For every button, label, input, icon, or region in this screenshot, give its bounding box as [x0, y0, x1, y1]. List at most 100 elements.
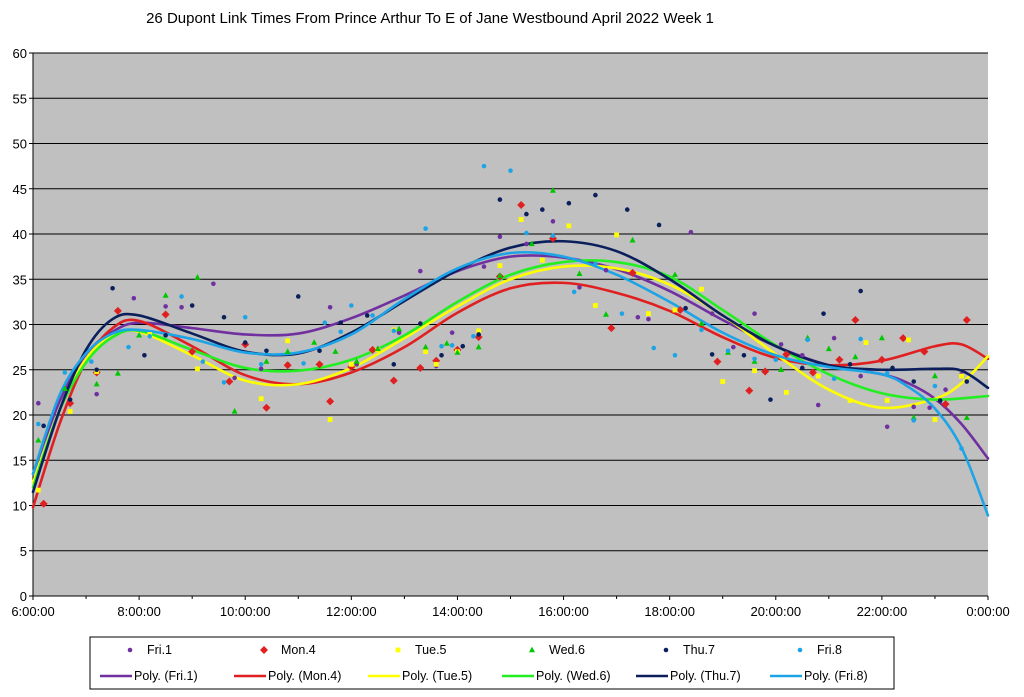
data-point-Fri.8	[147, 333, 153, 339]
legend-label: Poly. (Fri.1)	[134, 669, 198, 683]
data-point-Mon.4	[676, 306, 685, 315]
data-point-Fri.1	[211, 281, 216, 287]
data-point-Tue.5	[348, 361, 354, 367]
data-point-Fri.8	[200, 359, 206, 364]
data-point-Wed.6	[35, 436, 42, 443]
data-point-Fri.1	[831, 335, 837, 341]
data-point-Tue.5	[195, 366, 200, 372]
data-point-Fri.8	[36, 421, 41, 427]
data-point-Thu.7	[858, 288, 863, 294]
data-point-Thu.7	[439, 352, 444, 358]
data-point-Fri.1	[800, 352, 805, 358]
data-point-Tue.5	[884, 398, 890, 403]
data-point-Fri.1	[481, 264, 487, 269]
data-point-Tue.5	[497, 263, 503, 269]
data-point-Fri.1	[635, 314, 641, 320]
data-point-Thu.7	[460, 343, 466, 349]
data-point-Mon.4	[517, 201, 526, 210]
data-point-Tue.5	[566, 223, 572, 229]
data-point-Fri.8	[699, 327, 704, 333]
data-point-Fri.8	[805, 337, 810, 343]
data-point-Tue.5	[35, 487, 41, 493]
data-point-Fri.8	[301, 361, 306, 366]
chart-title: 26 Dupont Link Times From Prince Arthur …	[146, 10, 714, 27]
data-point-Fri.1	[884, 424, 890, 430]
data-point-Fri.1	[688, 229, 694, 235]
data-point-Mon.4	[962, 315, 971, 324]
data-point-Mon.4	[745, 386, 754, 395]
data-point-Thu.7	[221, 314, 227, 320]
data-point-Mon.4	[808, 368, 817, 377]
data-point-Tue.5	[720, 379, 726, 384]
data-point-Thu.7	[800, 365, 805, 371]
data-point-Thu.7	[741, 352, 747, 358]
x-tick-label: 18:00:00	[644, 604, 695, 619]
data-point-Fri.8	[884, 371, 890, 376]
data-point-Mon.4	[225, 377, 234, 386]
x-tick-label: 14:00:00	[432, 604, 483, 619]
data-point-Wed.6	[629, 236, 636, 243]
data-point-Thu.7	[624, 207, 630, 212]
data-point-Fri.8	[258, 362, 264, 367]
data-point-Mon.4	[899, 334, 908, 343]
data-point-Wed.6	[475, 343, 482, 350]
data-point-Fri.1	[163, 304, 168, 309]
data-point-Fri.8	[959, 446, 964, 451]
data-point-Thu.7	[847, 362, 853, 367]
legend-label: Tue.5	[415, 643, 447, 657]
data-point-Fri.8	[62, 370, 68, 375]
data-point-Wed.6	[422, 343, 429, 350]
x-tick-label: 22:00:00	[857, 604, 908, 619]
data-point-Wed.6	[603, 311, 609, 317]
data-point-Fri.1	[396, 330, 402, 335]
y-tick-label: 40	[13, 227, 27, 242]
legend-marker	[797, 647, 803, 653]
data-point-Thu.7	[41, 423, 46, 429]
data-point-Thu.7	[540, 207, 545, 212]
trendline-4	[31, 259, 990, 489]
data-point-Wed.6	[825, 345, 832, 352]
data-point-Tue.5	[959, 373, 964, 379]
data-point-Fri.8	[571, 289, 577, 295]
data-point-Thu.7	[768, 397, 773, 402]
data-point-Fri.8	[221, 380, 227, 385]
legend-marker	[663, 647, 669, 653]
data-point-Thu.7	[709, 352, 715, 357]
data-point-Wed.6	[263, 358, 270, 364]
data-point-Fri.8	[370, 313, 375, 318]
x-tick-label: 6:00:00	[11, 604, 54, 619]
data-point-Thu.7	[94, 367, 99, 373]
legend-marker	[395, 647, 401, 653]
data-point-Fri.1	[418, 268, 423, 274]
data-point-Tue.5	[863, 340, 869, 345]
x-tick-label: 8:00:00	[117, 604, 160, 619]
data-point-Tue.5	[539, 257, 545, 263]
legend-label: Poly. (Fri.8)	[804, 669, 868, 683]
data-point-Fri.8	[423, 226, 428, 231]
data-point-Mon.4	[782, 350, 791, 359]
x-tick-label: 12:00:00	[326, 604, 377, 619]
data-point-Thu.7	[364, 313, 370, 318]
data-point-Tue.5	[672, 307, 678, 313]
data-point-Wed.6	[910, 414, 917, 420]
data-point-Wed.6	[231, 407, 238, 414]
data-point-Thu.7	[317, 348, 322, 354]
data-point-Fri.8	[126, 344, 131, 350]
data-point-Fri.8	[481, 163, 487, 169]
data-point-Wed.6	[963, 414, 970, 420]
data-point-Fri.8	[508, 168, 513, 173]
data-point-Fri.1	[752, 311, 757, 316]
legend-label: Fri.1	[147, 643, 172, 657]
y-tick-label: 0	[20, 589, 27, 604]
legend-label: Poly. (Tue.5)	[402, 669, 472, 683]
data-point-Fri.8	[439, 343, 444, 349]
data-point-Wed.6	[549, 187, 556, 193]
data-point-Tue.5	[646, 311, 651, 317]
legend-box	[89, 636, 895, 690]
data-point-Tue.5	[518, 217, 524, 222]
data-point-Thu.7	[67, 397, 73, 402]
x-tick-label: 10:00:00	[220, 604, 271, 619]
data-point-Wed.6	[396, 325, 403, 332]
x-tick-label: 0:00:00	[966, 604, 1009, 619]
